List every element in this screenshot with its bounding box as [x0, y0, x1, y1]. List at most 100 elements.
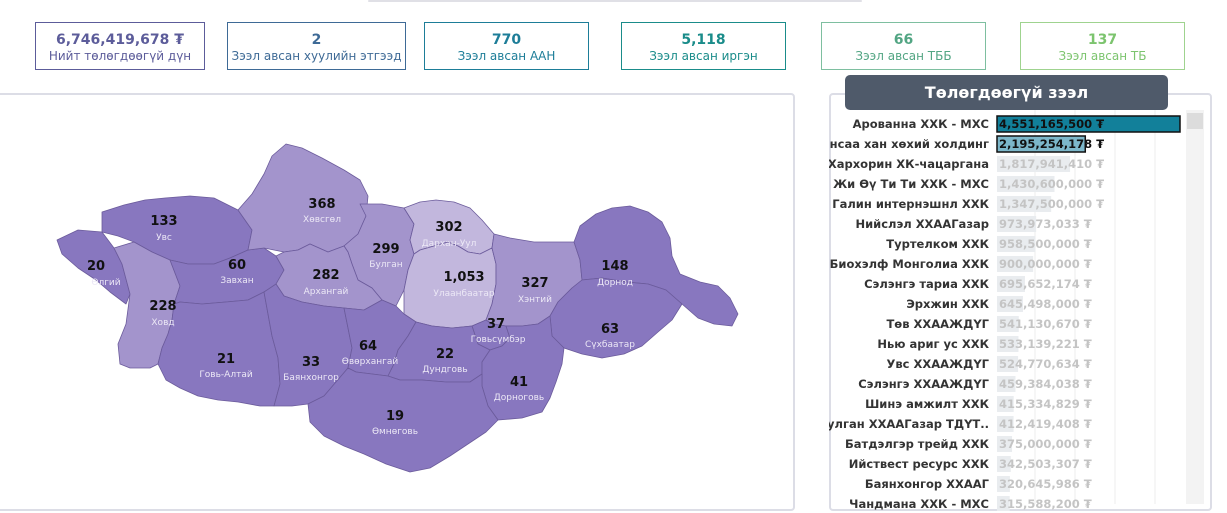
province-gobi-altai[interactable]: [157, 291, 281, 407]
loan-name: Нью ариг ус ХХК: [877, 337, 989, 351]
loan-bar[interactable]: [997, 336, 1019, 352]
loan-bar[interactable]: [997, 456, 1011, 472]
kpi-label: Зээл авсан ТББ: [855, 49, 952, 63]
loan-amount: 524,770,634 ₮: [999, 357, 1092, 371]
province-sukhbaatar[interactable]: [549, 277, 683, 359]
province-name: Дундговь: [422, 365, 467, 375]
kpi-value: 66: [893, 32, 914, 48]
province-name: Дорнод: [597, 278, 633, 288]
loan-row[interactable]: Жи Өү Ти Ти ХХК - МХС 1,430,600,000 ₮: [833, 176, 1104, 192]
loan-row[interactable]: Эрхжин ХХК 645,498,000 ₮: [906, 296, 1092, 312]
province-count: 1,053: [443, 270, 484, 285]
province-count: 327: [521, 276, 548, 291]
loan-row[interactable]: Хархорин ХК-чацаргана 1,817,941,410 ₮: [829, 156, 1104, 172]
loan-bar[interactable]: [997, 396, 1014, 412]
province-name: Сүхбаатар: [585, 340, 635, 350]
kpi-label: Нийт төлөгдөөгүй дүн: [48, 49, 192, 63]
scrollbar-thumb[interactable]: [1187, 113, 1203, 129]
loan-bar[interactable]: [997, 376, 1016, 392]
province-name: Хэнтий: [518, 295, 552, 305]
loan-bar[interactable]: [997, 156, 1071, 172]
loan-bar[interactable]: [997, 296, 1023, 312]
province-name: Говьсүмбэр: [471, 335, 526, 345]
loan-name: Хархорин ХК-чацаргана: [829, 157, 989, 171]
kpi-total-unpaid[interactable]: 6,746,419,678 ₮ Нийт төлөгдөөгүй дүн: [35, 22, 205, 70]
loan-name: Төв ХХААЖДҮГ: [886, 317, 989, 331]
loan-bar[interactable]: [996, 135, 1087, 153]
loan-bar[interactable]: [997, 476, 1010, 492]
kpi-companies[interactable]: 770 Зээл авсан ААН: [424, 22, 589, 70]
kpi-legal-entities[interactable]: 2 Зээл авсан хуулийн этгээд: [227, 22, 406, 70]
kpi-ngo[interactable]: 66 Зээл авсан ТББ: [821, 22, 986, 70]
loan-name: Чандмана ХХК - МХС: [849, 497, 989, 511]
province-count: 228: [149, 299, 176, 314]
province-olgii[interactable]: [56, 229, 131, 305]
province-dornogovi[interactable]: [481, 315, 565, 421]
loan-row[interactable]: Чансаа хан хөхий холдинг 2,195,254,178 ₮: [829, 135, 1104, 153]
loan-name: Туртелком ХХК: [886, 237, 989, 251]
loan-bar[interactable]: [997, 356, 1019, 372]
loan-bar[interactable]: [997, 316, 1019, 332]
province-count: 33: [302, 355, 320, 370]
loan-row[interactable]: Нийслэл ХХААГазар 973,973,033 ₮: [855, 216, 1092, 232]
province-count: 148: [601, 259, 628, 274]
loan-bar[interactable]: [997, 256, 1034, 272]
loan-amount: 695,652,174 ₮: [999, 277, 1092, 291]
loan-bar[interactable]: [997, 436, 1013, 452]
loan-row[interactable]: Сэлэнгэ тариа ХХК 695,652,174 ₮: [864, 276, 1092, 292]
loan-bar[interactable]: [997, 416, 1014, 432]
loan-row[interactable]: Арованна ХХК - МХС 4,551,165,500 ₮: [853, 115, 1181, 133]
loan-name: Булган ХХААГазар ТДҮТ..: [829, 417, 989, 431]
kpi-label: Зээл авсан ААН: [457, 49, 556, 63]
kpi-label: Зээл авсан хуулийн этгээд: [231, 49, 402, 63]
loan-amount: 645,498,000 ₮: [999, 297, 1092, 311]
loan-name: Арованна ХХК - МХС: [853, 117, 989, 131]
province-name: Увс: [156, 233, 172, 243]
province-count: 60: [228, 258, 246, 273]
loan-row[interactable]: Нью ариг ус ХХК 533,139,221 ₮: [877, 336, 1092, 352]
scrollbar-track[interactable]: [1186, 110, 1204, 504]
loan-row[interactable]: Булган ХХААГазар ТДҮТ.. 412,419,408 ₮: [829, 416, 1092, 432]
loan-row[interactable]: Батдэлгэр трейд ХХК 375,000,000 ₮: [845, 436, 1092, 452]
loan-amount: 342,503,307 ₮: [999, 457, 1092, 471]
loan-bar[interactable]: [997, 496, 1010, 511]
loan-name: Ийствест ресурс ХХК: [849, 457, 990, 471]
loan-bar[interactable]: [996, 115, 1181, 133]
loan-name: Галин интернэшнл ХХК: [832, 197, 989, 211]
province-count: 302: [435, 220, 462, 235]
province-umnugovi[interactable]: [307, 367, 499, 473]
kpi-partnership[interactable]: 137 Зээл авсан ТБ: [1020, 22, 1185, 70]
loan-bar[interactable]: [997, 196, 1052, 212]
province-name: Өмнөговь: [372, 427, 418, 437]
loan-amount: 2,195,254,178 ₮: [999, 137, 1104, 151]
top-divider: [368, 0, 862, 2]
loan-row[interactable]: Биохэлф Монголиа ХХК 900,000,000 ₮: [830, 256, 1092, 272]
province-khuvsgul[interactable]: [237, 143, 369, 253]
province-name: Дархан-Уул: [422, 239, 477, 249]
loan-row[interactable]: Төв ХХААЖДҮГ 541,130,670 ₮: [886, 316, 1092, 332]
loan-row[interactable]: Туртелком ХХК 958,500,000 ₮: [886, 236, 1092, 252]
loan-bar[interactable]: [997, 276, 1025, 292]
loan-row[interactable]: Увс ХХААЖДҮГ 524,770,634 ₮: [887, 356, 1092, 372]
loan-bar[interactable]: [997, 216, 1037, 232]
kpi-citizens[interactable]: 5,118 Зээл авсан иргэн: [621, 22, 786, 70]
loan-row[interactable]: Чандмана ХХК - МХС 315,588,200 ₮: [849, 496, 1092, 511]
loan-row[interactable]: Шинэ амжилт ХХК 415,334,829 ₮: [865, 396, 1092, 412]
province-name: Баянхонгор: [283, 373, 339, 383]
kpi-value: 2: [311, 32, 322, 48]
loan-amount: 412,419,408 ₮: [999, 417, 1092, 431]
loan-row[interactable]: Ийствест ресурс ХХК 342,503,307 ₮: [849, 456, 1092, 472]
loan-name: Увс ХХААЖДҮГ: [887, 357, 990, 371]
province-ulaanbaatar[interactable]: [403, 241, 497, 329]
loan-amount: 1,347,500,000 ₮: [999, 197, 1104, 211]
loan-bar[interactable]: [997, 236, 1036, 252]
loan-row[interactable]: Галин интернэшнл ХХК 1,347,500,000 ₮: [832, 196, 1104, 212]
loan-amount: 375,000,000 ₮: [999, 437, 1092, 451]
province-count: 368: [308, 197, 335, 212]
province-count: 37: [487, 317, 505, 332]
loan-name: Чансаа хан хөхий холдинг: [829, 137, 989, 151]
loan-bar[interactable]: [997, 176, 1055, 192]
loan-row[interactable]: Сэлэнгэ ХХААЖДҮГ 459,384,038 ₮: [858, 376, 1092, 392]
loan-row[interactable]: Баянхонгор ХХААГ 320,645,986 ₮: [865, 476, 1092, 492]
loan-list-title-tab[interactable]: Төлөгдөөгүй зээл: [845, 75, 1168, 110]
